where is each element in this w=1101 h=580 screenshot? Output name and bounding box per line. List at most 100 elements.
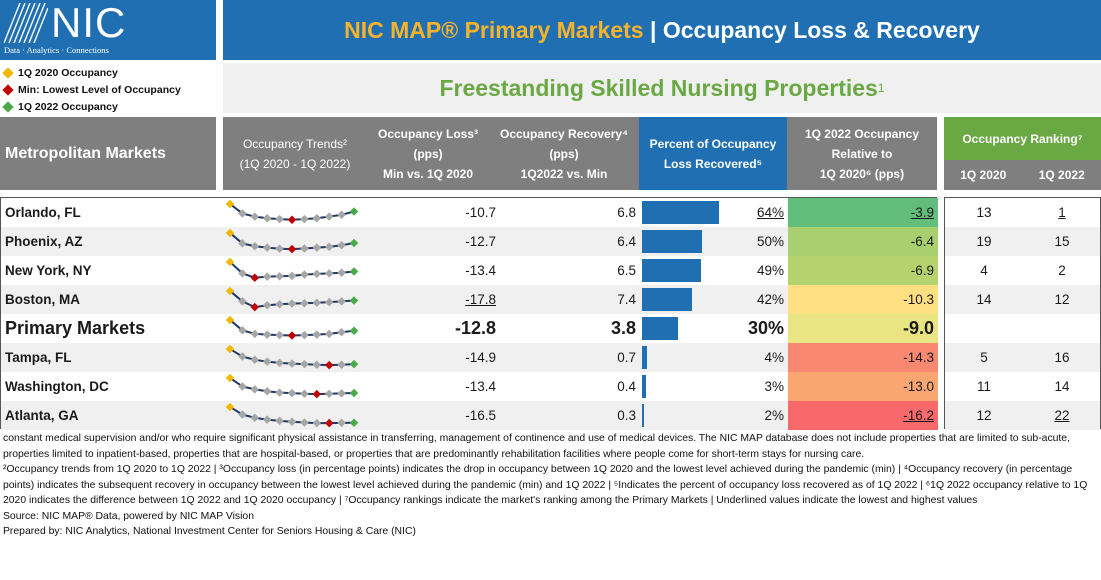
- header-line: 1Q2022 vs. Min: [520, 166, 608, 181]
- diamond-icon: [2, 100, 14, 113]
- rank-2020: [945, 314, 1023, 343]
- sparkline-point: [349, 359, 359, 368]
- pct-recovered-cell: 4%: [640, 343, 788, 372]
- rank-2022-value: 15: [1054, 234, 1070, 249]
- pct-recovered-bar: [642, 201, 719, 224]
- pct-recovered-bar: [642, 375, 646, 398]
- header-line: (pps): [413, 146, 443, 161]
- sparkline-svg: [225, 228, 359, 253]
- header-line: (pps): [549, 146, 579, 161]
- ranking-row: 11 14: [945, 372, 1100, 401]
- sparkline-point: [287, 244, 297, 253]
- occupancy-loss: -13.4: [368, 256, 496, 285]
- sparkline-point: [262, 300, 272, 309]
- sparkline-point: [300, 359, 309, 368]
- market-name: Atlanta, GA: [5, 408, 79, 423]
- rank-2020-value: 12: [976, 408, 992, 423]
- sparkline-svg: [225, 344, 359, 369]
- occupancy-recovery-value: 0.4: [617, 379, 636, 394]
- relative-occupancy: -16.2: [788, 401, 938, 430]
- occupancy-recovery-value: 6.4: [617, 234, 636, 249]
- title-separator: |: [643, 16, 663, 43]
- sparkline-point: [262, 414, 272, 424]
- market-name: Boston, MA: [5, 292, 80, 307]
- pct-recovered-value: 42%: [756, 292, 784, 307]
- sparkline-point: [262, 213, 272, 222]
- pct-recovered-bar: [642, 346, 647, 369]
- rank-2022: 2: [1023, 256, 1101, 285]
- header-line: Percent of Occupancy: [649, 136, 777, 151]
- sparkline-point: [287, 330, 297, 340]
- rank-2020-value: 13: [976, 205, 992, 220]
- market-name: Phoenix, AZ: [5, 234, 83, 249]
- ranking-row: [945, 314, 1100, 343]
- sparkline-point: [349, 266, 359, 276]
- occupancy-loss-value: -13.4: [465, 379, 496, 394]
- ranking-row: 13 1: [945, 198, 1100, 227]
- header-line: Occupancy Recovery⁴: [500, 126, 628, 141]
- sparkline-point: [262, 329, 272, 339]
- sparkline-point: [300, 298, 309, 308]
- sparkline-point: [250, 355, 260, 364]
- occupancy-sparkline: [224, 227, 368, 256]
- legend-item: 1Q 2022 Occupancy: [2, 98, 216, 115]
- sparkline-point: [250, 329, 260, 338]
- sparkline-point: [312, 389, 322, 398]
- pct-recovered-bar: [642, 259, 701, 282]
- pct-recovered-bar: [642, 288, 692, 311]
- occupancy-sparkline: [224, 372, 368, 401]
- rank-2022-value: 1: [1058, 205, 1066, 220]
- sparkline-point: [337, 327, 346, 337]
- sparkline-svg: [225, 257, 359, 282]
- occupancy-loss: -17.8: [368, 285, 496, 314]
- header-line: Min vs. 1Q 2020: [382, 166, 474, 181]
- pct-recovered-cell: 42%: [640, 285, 788, 314]
- sparkline-point: [349, 206, 359, 216]
- rank-2022: 12: [1023, 285, 1101, 314]
- sparkline-point: [250, 272, 260, 282]
- occupancy-loss-value: -16.5: [465, 408, 496, 423]
- sparkline-point: [275, 330, 284, 339]
- footnote-prepared-by: Prepared by: NIC Analytics, National Inv…: [3, 526, 416, 537]
- sparkline-svg: [225, 373, 359, 398]
- rank-2022-value: 2: [1058, 263, 1066, 278]
- ranking-row: 14 12: [945, 285, 1100, 314]
- occupancy-sparkline: [224, 314, 368, 343]
- header-line: Occupancy Trends²: [242, 136, 348, 151]
- market-name: Tampa, FL: [5, 350, 72, 365]
- rank-2020: 12: [945, 401, 1023, 430]
- rank-2020-value: 11: [976, 379, 991, 394]
- table-row: Primary Markets -12.8 3.8 30% -9.0: [1, 314, 938, 343]
- pct-recovered-cell: 2%: [640, 401, 788, 430]
- occupancy-loss: -14.9: [368, 343, 496, 372]
- sparkline-point: [300, 214, 309, 223]
- sparkline-point: [275, 299, 284, 308]
- ranking-row: 5 16: [945, 343, 1100, 372]
- sparkline-point: [238, 238, 247, 248]
- sparkline-point: [324, 242, 334, 251]
- relative-occupancy-value: -16.2: [903, 408, 934, 423]
- relative-occupancy: -14.3: [788, 343, 938, 372]
- footnote-legend: ²Occupancy trends from 1Q 2020 to 1Q 202…: [3, 464, 1088, 506]
- relative-occupancy-value: -10.3: [903, 292, 934, 307]
- nic-logo-mark-icon: [4, 3, 48, 43]
- table-row: Atlanta, GA -16.5 0.3 2% -16.2: [1, 401, 938, 430]
- relative-occupancy: -6.9: [788, 256, 938, 285]
- pct-recovered-cell: 3%: [640, 372, 788, 401]
- sparkline-point: [250, 384, 260, 394]
- pct-recovered-cell: 49%: [640, 256, 788, 285]
- pct-recovered-value: 64%: [756, 205, 784, 220]
- footnote-definition: constant medical supervision and/or who …: [3, 433, 1070, 460]
- header-metro: Metropolitan Markets: [0, 117, 216, 190]
- sparkline-point: [225, 344, 235, 353]
- header-rank-2022: 1Q 2022: [1038, 168, 1085, 182]
- occupancy-loss: -12.7: [368, 227, 496, 256]
- legend: 1Q 2020 Occupancy Min: Lowest Level of O…: [2, 64, 216, 115]
- occupancy-recovery: 3.8: [496, 314, 636, 343]
- sparkline-point: [250, 302, 260, 311]
- header-rank-2020: 1Q 2020: [960, 168, 1007, 182]
- pct-recovered-bar: [642, 317, 678, 340]
- sparkline-point: [275, 416, 284, 425]
- pct-recovered-value: 30%: [747, 318, 784, 338]
